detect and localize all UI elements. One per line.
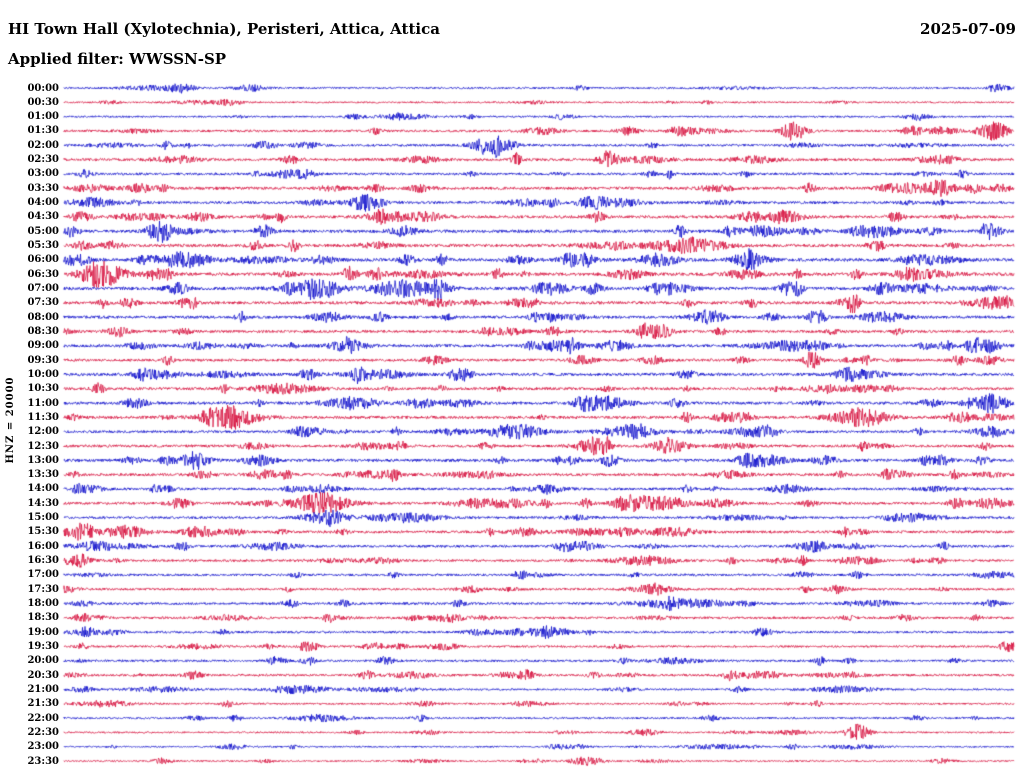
heliplot-page: HI Town Hall (Xylotechnia), Peristeri, A… (0, 0, 1024, 780)
seismogram-traces-canvas (0, 0, 1024, 780)
